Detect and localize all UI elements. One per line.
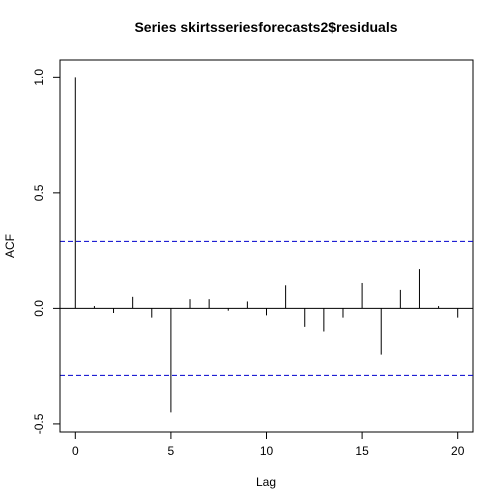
y-tick-label: 1.0: [32, 69, 46, 86]
y-tick-label: -0.5: [32, 413, 46, 434]
confidence-bounds: [60, 240, 473, 376]
x-tick-label: 10: [260, 444, 274, 458]
plot-frame: [59, 59, 474, 433]
acf-bars: [74, 77, 459, 413]
y-tick-label: 0.0: [32, 300, 46, 317]
y-axis: -0.5 0.0 0.5 1.0: [32, 69, 61, 434]
x-axis-label: Lag: [256, 475, 276, 489]
y-tick-label: 0.5: [32, 184, 46, 201]
x-tick-label: 20: [451, 444, 465, 458]
y-axis-label: ACF: [3, 234, 17, 258]
x-tick-label: 5: [168, 444, 175, 458]
chart-title: Series skirtsseriesforecasts2$residuals: [134, 19, 397, 35]
x-tick-label: 0: [72, 444, 79, 458]
x-axis: 0 5 10 15 20: [72, 431, 465, 458]
x-tick-label: 15: [355, 444, 369, 458]
